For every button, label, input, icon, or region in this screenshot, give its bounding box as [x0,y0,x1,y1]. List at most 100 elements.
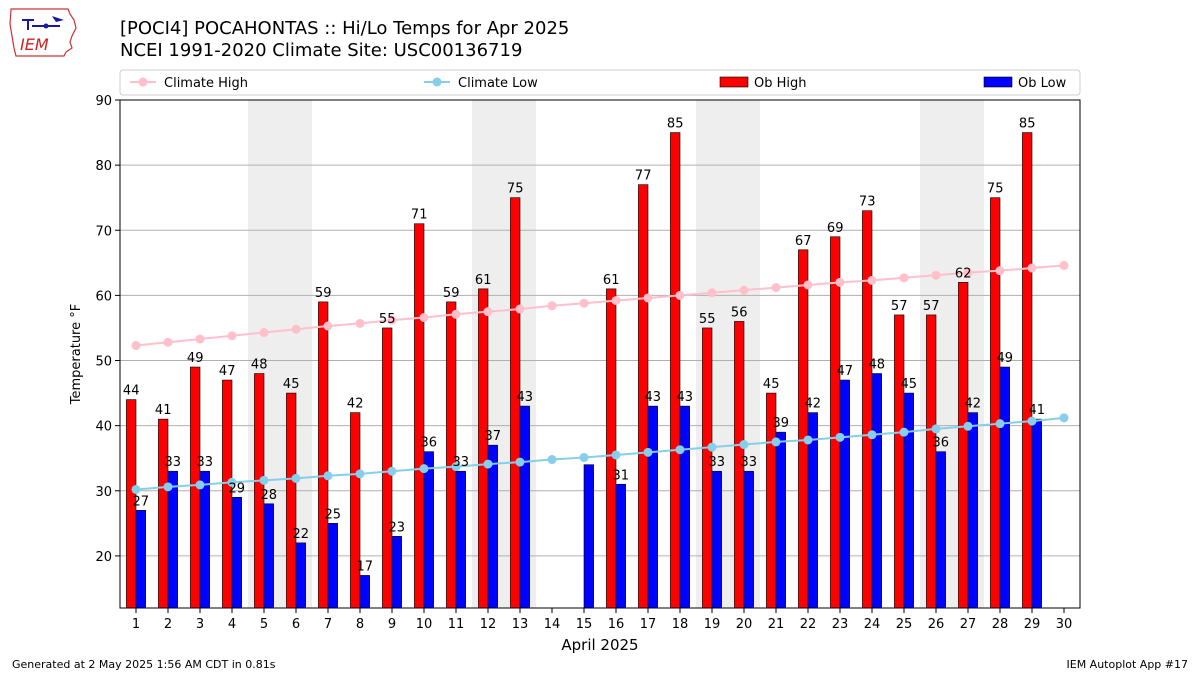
climate-high-point [963,268,973,278]
ob-high-bar [318,301,329,609]
ob-high-bar [670,132,681,609]
ob-low-label: 47 [837,364,854,379]
x-tick-label: 1 [132,617,140,632]
ob-low-label: 29 [229,481,246,496]
ob-high-label: 55 [699,312,716,327]
ob-low-label: 25 [325,507,342,522]
climate-low-point [355,469,365,479]
ob-low-bar [359,575,370,609]
x-tick-label: 26 [928,617,945,632]
ob-low-bar [999,366,1010,609]
legend-swatch-icon [719,76,749,88]
ob-low-label: 43 [645,390,662,405]
ob-low-bar [615,483,626,609]
ob-low-label: 48 [869,358,886,373]
ob-high-label: 77 [635,169,652,184]
climate-low-point [771,437,781,447]
climate-high-point [195,334,205,344]
x-tick-label: 3 [196,617,204,632]
legend-marker-icon [432,77,442,87]
climate-high-point [1059,260,1069,270]
footer-generated: Generated at 2 May 2025 1:56 AM CDT in 0… [12,658,276,671]
climate-high-point [323,321,333,331]
ob-high-label: 75 [987,182,1004,197]
x-tick-label: 24 [864,617,881,632]
climate-low-point [227,477,237,487]
climate-low-point [163,482,173,492]
climate-high-point [739,285,749,295]
ob-low-label: 33 [453,455,470,470]
climate-high-point [643,293,653,303]
y-tick-label: 50 [95,355,112,370]
climate-high-point [547,301,557,311]
climate-low-point [483,459,493,469]
legend-swatch-icon [983,76,1013,88]
ob-low-bar [519,405,530,609]
climate-low-point [995,419,1005,429]
ob-low-bar [231,496,242,609]
chart-subtitle: NCEI 1991-2020 Climate Site: USC00136719 [120,40,523,61]
plot-frame [119,99,1081,609]
climate-low-point [835,432,845,442]
x-tick-label: 6 [292,617,300,632]
ob-high-label: 56 [731,305,748,320]
logo-text: IEM [20,35,49,54]
ob-low-label: 28 [261,488,278,503]
x-tick-label: 22 [800,617,817,632]
ob-high-bar [158,418,169,609]
ob-high-label: 85 [1019,117,1036,132]
ob-low-bar [487,444,498,609]
x-tick-label: 17 [640,617,657,632]
y-tick-label: 80 [95,159,112,174]
climate-low-point [963,421,973,431]
x-tick-label: 2 [164,617,172,632]
ob-high-bar [958,282,969,609]
legend-box [119,69,1081,96]
ob-low-label: 39 [773,416,790,431]
x-tick-label: 29 [1024,617,1041,632]
climate-high-point [1027,263,1037,273]
ob-high-label: 47 [219,364,236,379]
ob-low-bar [295,542,306,609]
climate-low-point [131,484,141,494]
climate-high-point [611,296,621,306]
y-tick-label: 90 [95,94,112,109]
climate-low-point [387,466,397,476]
climate-low-point [451,462,461,472]
climate-high-point [419,313,429,323]
ob-high-bar [478,288,489,609]
ob-low-label: 45 [901,377,918,392]
ob-low-label: 41 [1029,403,1046,418]
ob-high-bar [350,412,361,609]
ob-high-bar [414,223,425,609]
climate-low-point [1027,416,1037,426]
ob-high-label: 61 [475,273,492,288]
legend-label: Ob Low [1018,76,1067,91]
ob-low-label: 42 [965,397,982,412]
climate-high-point [707,288,717,298]
ob-high-label: 55 [379,312,396,327]
climate-high-point [259,328,269,338]
ob-low-label: 36 [933,436,950,451]
ob-low-bar [1031,418,1042,609]
ob-low-label: 43 [517,390,534,405]
x-tick-label: 7 [324,617,332,632]
x-tick-label: 20 [736,617,753,632]
ob-high-bar [894,314,905,609]
x-tick-label: 4 [228,617,236,632]
x-tick-label: 25 [896,617,913,632]
ob-high-label: 85 [667,117,684,132]
climate-low-point [899,427,909,437]
legend-label: Climate Low [458,76,538,91]
x-tick-label: 11 [448,617,465,632]
ob-low-label: 33 [197,455,214,470]
ob-low-bar [967,412,978,609]
climate-high-point [675,290,685,300]
y-tick-label: 20 [95,550,112,565]
climate-high-point [867,275,877,285]
ob-low-bar [263,503,274,609]
x-tick-label: 14 [544,617,561,632]
iem-logo: IEM [8,6,80,58]
ob-high-bar [606,288,617,609]
